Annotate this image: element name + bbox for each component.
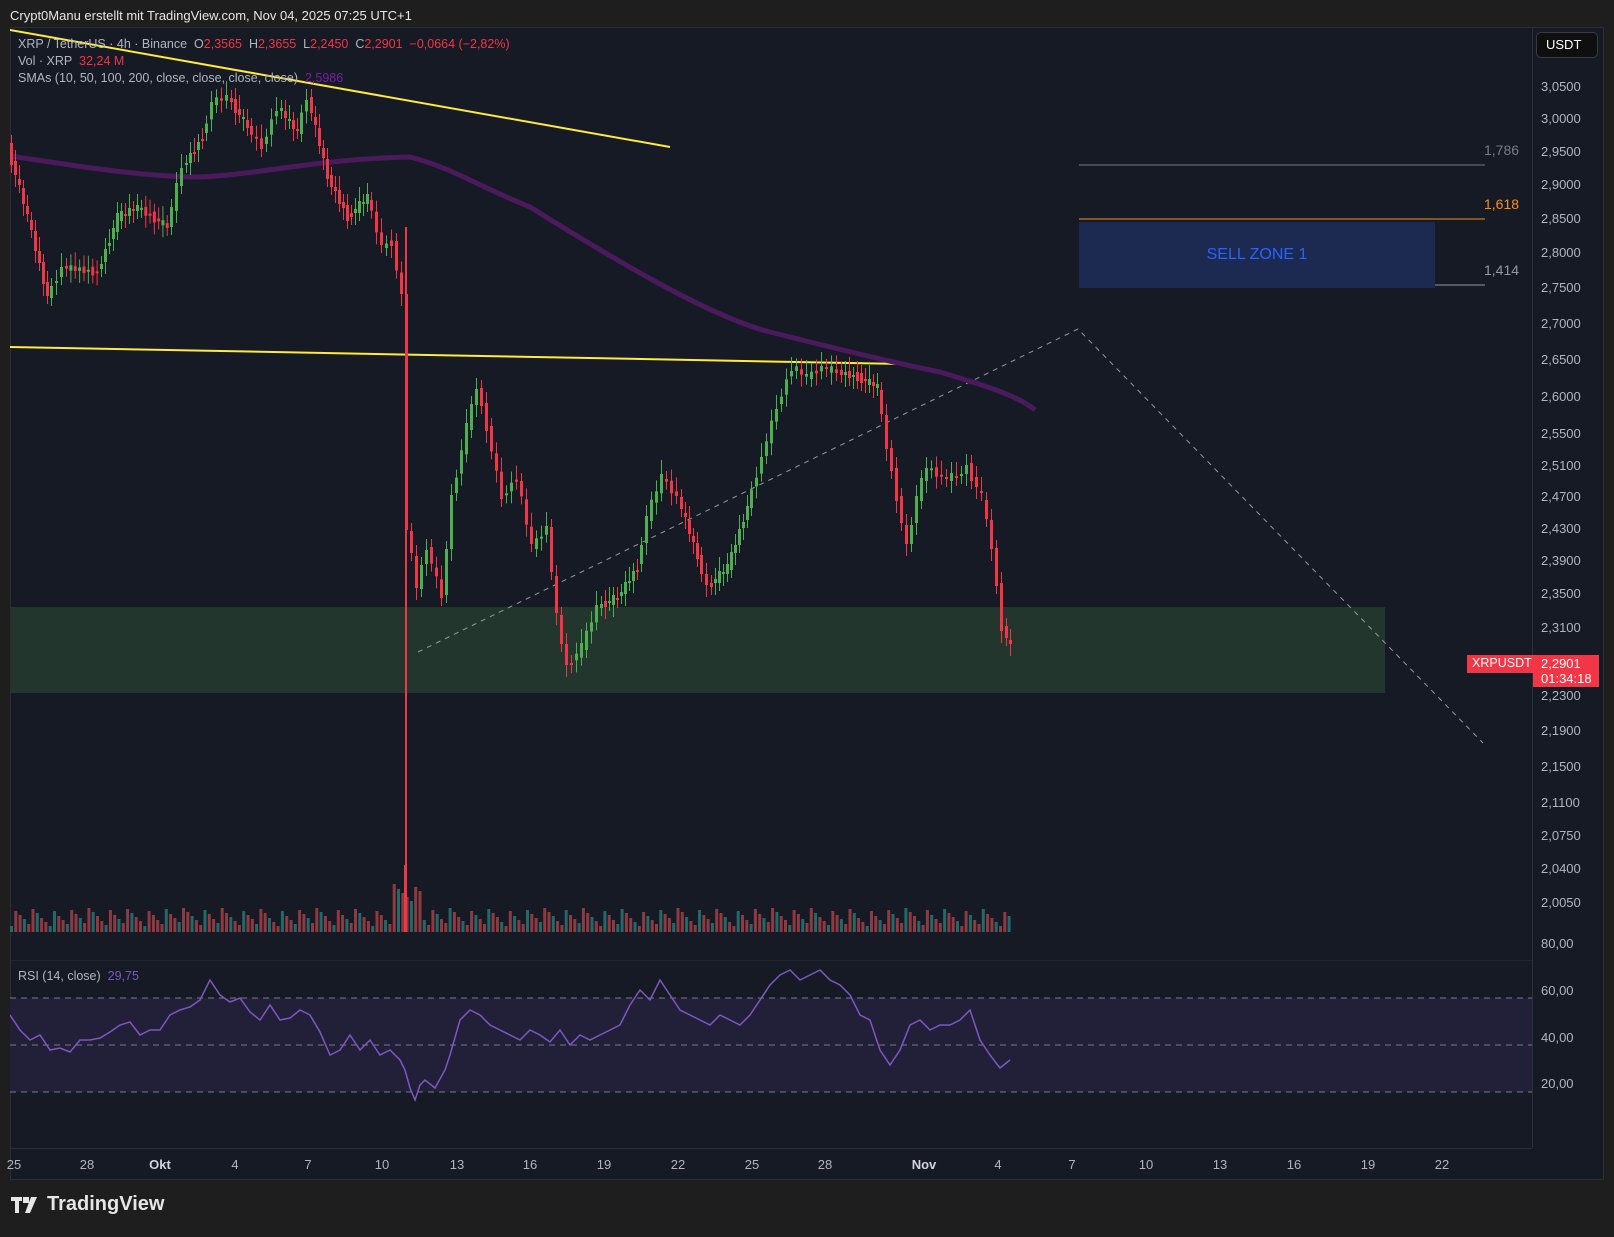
descending-trendline [10,29,671,148]
time-tick: 16 [522,1157,538,1172]
price-tick: 2,7000 [1541,316,1581,331]
high-label: H [248,37,258,51]
time-tick: 22 [1434,1157,1450,1172]
fib-level-1618: 1,618 [1484,196,1520,212]
time-tick: 4 [231,1157,239,1172]
low-label: L [303,37,311,51]
price-axis[interactable]: 3,0500 3,0000 2,9500 2,9000 2,8500 2,8000 2,75… [1532,27,1605,1148]
volume-bars [10,865,1011,932]
rsi-pane[interactable] [10,960,1532,1148]
sma-value: 2,5986 [304,71,344,85]
sell-zone-label: SELL ZONE 1 [1206,246,1308,263]
demand-zone [10,607,1385,693]
fib-level-1786: 1,786 [1484,142,1520,158]
price-tick: 2,7500 [1541,280,1581,295]
tradingview-logo[interactable]: TradingView [11,1193,164,1216]
chart-credit: Crypt0Manu erstellt mit TradingView.com,… [10,8,412,23]
price-tick: 2,3900 [1541,553,1581,568]
price-tick: 2,8500 [1541,211,1581,226]
time-axis[interactable]: 25 28 Okt 4 7 10 13 16 19 22 25 28 Nov 4 7 10 13 16 19 22 [6,1148,1532,1181]
price-tick: 2,4300 [1541,521,1581,536]
price-tick: 2,3500 [1541,586,1581,601]
symbol-title: XRP / TetherUS · 4h · Binance [18,37,188,51]
price-tick: 2,0400 [1541,861,1581,876]
time-tick: 4 [994,1157,1002,1172]
currency-button[interactable]: USDT [1536,32,1598,58]
price-tick: 2,9500 [1541,144,1581,159]
symbol-price-tag: XRPUSDT [1467,655,1537,673]
last-price-label: 2,2901 01:34:18 [1533,655,1599,687]
rsi-tick: 60,00 [1541,983,1574,998]
time-tick: 19 [596,1157,612,1172]
projection-path [417,328,1484,744]
time-tick: 7 [1068,1157,1076,1172]
price-tick: 3,0500 [1541,79,1581,94]
open-value: 2,3565 [203,37,242,51]
price-tick: 3,0000 [1541,111,1581,126]
time-tick: 7 [304,1157,312,1172]
price-tick: 2,1100 [1541,795,1580,810]
change-value: −0,0664 (−2,82%) [409,37,510,51]
rsi-tick: 40,00 [1541,1030,1574,1045]
sma-label: SMAs (10, 50, 100, 200, close, close, cl… [18,71,298,85]
volume-label: Vol · XRP [18,54,73,68]
price-tick: 2,0050 [1541,895,1581,910]
sma-line [10,153,1037,412]
sell-zone-1[interactable]: SELL ZONE 1 [1079,222,1435,288]
open-label: O [194,37,204,51]
time-tick: Okt [149,1157,171,1172]
price-tick: 2,5100 [1541,458,1581,473]
price-tick: 2,8000 [1541,245,1581,260]
time-tick: 28 [817,1157,833,1172]
price-tick: 2,5500 [1541,426,1581,441]
tradingview-logo-icon [11,1196,37,1213]
rsi-line [10,969,1011,1103]
rsi-legend[interactable]: RSI (14, close) 29,75 [18,969,139,983]
time-tick: 25 [6,1157,22,1172]
rsi-value: 29,75 [107,969,139,983]
horizontal-resistance [10,346,904,365]
low-value: 2,2450 [310,37,349,51]
price-tick: 2,1500 [1541,759,1581,774]
time-tick: 13 [449,1157,465,1172]
time-tick: Nov [911,1157,937,1172]
price-tick: 2,0750 [1541,828,1581,843]
price-tick: 2,9000 [1541,177,1581,192]
rsi-tick: 20,00 [1541,1076,1574,1091]
time-tick: 10 [374,1157,390,1172]
price-tick: 2,2300 [1541,688,1581,703]
time-tick: 19 [1360,1157,1376,1172]
bar-countdown: 01:34:18 [1541,671,1592,686]
price-tick: 2,1900 [1541,723,1581,738]
volume-value: 32,24 M [79,54,125,68]
price-pane[interactable] [10,27,1532,959]
symbol-legend[interactable]: XRP / TetherUS · 4h · Binance O2,3565 H2… [18,36,510,87]
time-tick: 28 [79,1157,95,1172]
time-tick: 16 [1286,1157,1302,1172]
brand-name: TradingView [47,1193,165,1215]
candlestick-series [10,81,1012,932]
time-tick: 22 [670,1157,686,1172]
high-value: 2,3655 [257,37,297,51]
rsi-tick: 80,00 [1541,936,1574,951]
time-tick: 10 [1138,1157,1154,1172]
fib-level-1414: 1,414 [1484,262,1520,278]
price-tick: 2,6000 [1541,389,1581,404]
time-tick: 25 [744,1157,760,1172]
price-tick: 2,4700 [1541,489,1581,504]
rsi-label: RSI (14, close) [18,969,101,983]
last-price-value: 2,2901 [1541,656,1581,671]
close-label: C [355,37,365,51]
price-tick: 2,6500 [1541,352,1581,367]
price-tick: 2,3100 [1541,620,1581,635]
time-tick: 13 [1212,1157,1228,1172]
close-value: 2,2901 [364,37,403,51]
